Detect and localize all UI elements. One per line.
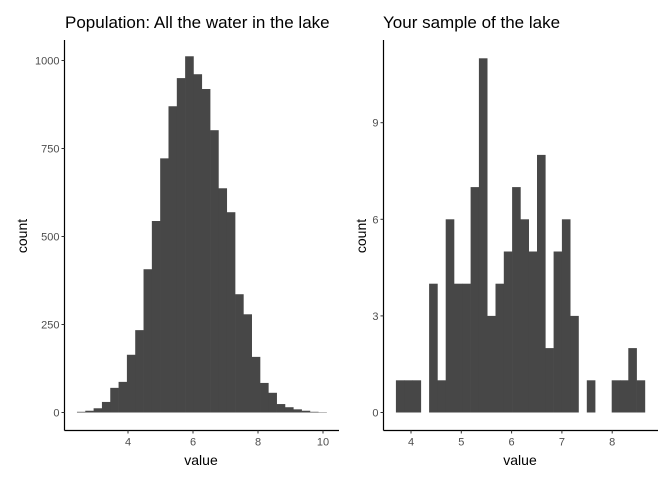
y-tick-label: 0 [372, 408, 378, 420]
histogram-bar [85, 410, 94, 413]
histogram-bar [553, 251, 563, 413]
y-tick-label: 0 [53, 408, 59, 420]
histogram-bar [226, 212, 236, 413]
histogram-bar [260, 382, 269, 413]
histogram-bar [404, 380, 413, 413]
y-axis-label: count [14, 219, 30, 253]
histogram-bar [276, 404, 286, 413]
x-tick-label: 8 [255, 437, 261, 449]
y-tick-label: 750 [41, 144, 59, 156]
histogram-bar [628, 348, 637, 413]
histogram-bar [110, 387, 119, 413]
histogram-bar [293, 409, 302, 413]
histogram-bar [118, 381, 128, 413]
histogram-bar [268, 392, 277, 413]
histogram-bar [143, 269, 153, 413]
histogram-bar [284, 407, 294, 413]
histogram-bar [520, 219, 530, 413]
histogram-bar [611, 380, 621, 413]
x-tick-label: 6 [190, 437, 196, 449]
x-tick-label: 6 [509, 437, 515, 449]
histogram-bar [636, 380, 646, 413]
histogram-bar [235, 294, 244, 413]
histogram-bar [210, 130, 219, 413]
histogram-bar [160, 158, 169, 413]
histogram-bar [301, 410, 311, 413]
histogram-bar [437, 380, 447, 413]
x-tick-label: 7 [559, 437, 565, 449]
histogram-bar [101, 401, 111, 413]
chart-title: Your sample of the lake [383, 13, 560, 32]
histogram-bar [545, 348, 554, 413]
histogram-bar [412, 380, 422, 413]
histogram-bar [586, 380, 596, 413]
histogram-bar [503, 251, 513, 413]
histogram-bar [445, 219, 455, 413]
histogram-bar [76, 411, 86, 413]
histogram-bar [168, 106, 178, 413]
x-tick-label: 10 [317, 437, 329, 449]
histogram-bar [176, 78, 186, 413]
histogram-bar [470, 187, 480, 413]
histogram-bar [135, 330, 144, 413]
histogram-bar [429, 283, 438, 413]
histogram-bar [478, 58, 488, 413]
x-tick-label: 4 [408, 437, 414, 449]
histogram-bar [126, 354, 136, 413]
histogram-bar [561, 219, 571, 413]
population-histogram-panel: Population: All the water in the lake va… [14, 13, 339, 468]
y-tick-label: 500 [41, 232, 59, 244]
sample-histogram-panel: Your sample of the lake value count 4 5 6 7… [353, 13, 658, 468]
y-axis-label: count [353, 219, 369, 253]
histogram-bar [487, 315, 496, 413]
histogram-bar [462, 283, 471, 413]
histogram-bar [218, 188, 228, 413]
histogram-bar [185, 56, 194, 413]
histogram-bar [243, 314, 252, 413]
histogram-bar [454, 283, 463, 413]
histogram-bar [193, 74, 203, 413]
x-axis-label: value [184, 452, 218, 468]
x-tick-label: 5 [458, 437, 464, 449]
histogram-bar [495, 283, 505, 413]
histogram-bar [309, 411, 319, 413]
chart-title: Population: All the water in the lake [65, 13, 330, 32]
x-tick-label: 8 [609, 437, 615, 449]
histogram-bar [93, 408, 103, 413]
histogram-bar [151, 221, 161, 413]
x-axis-label: value [503, 452, 537, 468]
histogram-bar [201, 89, 211, 413]
histogram-bar [619, 380, 629, 413]
y-tick-label: 6 [372, 214, 378, 226]
histogram-bar [528, 251, 538, 413]
x-tick-label: 4 [125, 437, 131, 449]
histogram-bar [395, 380, 405, 413]
y-tick-label: 250 [41, 320, 59, 332]
histogram-bar [251, 356, 261, 413]
histogram-bar [537, 154, 546, 413]
y-tick-label: 9 [372, 118, 378, 130]
y-tick-label: 1000 [35, 56, 59, 68]
histogram-bar [570, 315, 579, 413]
histogram-bar [512, 187, 521, 413]
y-tick-label: 3 [372, 311, 378, 323]
